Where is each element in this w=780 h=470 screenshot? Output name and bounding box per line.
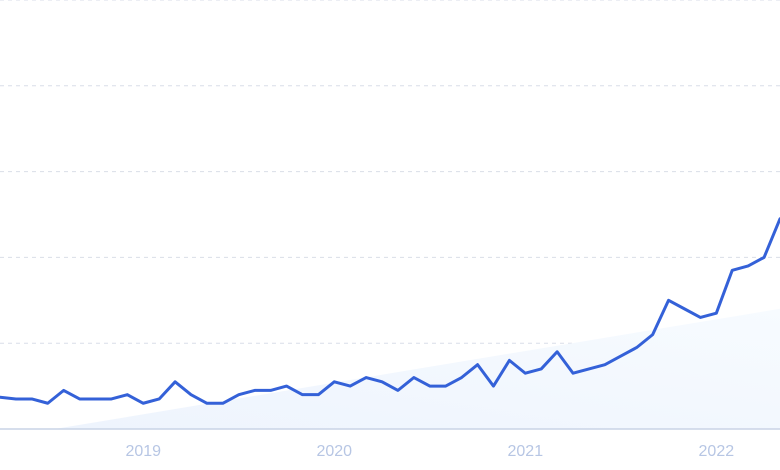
data-point (682, 307, 686, 311)
data-point (221, 401, 225, 405)
data-point (205, 401, 209, 405)
x-tick-labels: 2019 2020 2021 2022 (125, 443, 734, 460)
x-tick-label: 2020 (316, 443, 352, 460)
x-tick-label: 2022 (699, 443, 735, 460)
data-point (555, 350, 559, 354)
data-point (300, 393, 304, 397)
data-point (714, 311, 718, 315)
data-point (46, 401, 50, 405)
data-point (14, 397, 18, 401)
data-point (237, 393, 241, 397)
data-point (460, 376, 464, 380)
data-point (476, 363, 480, 367)
trend-area (54, 308, 780, 429)
data-point (364, 376, 368, 380)
data-point (125, 393, 129, 397)
data-point (380, 380, 384, 384)
data-point (571, 371, 575, 375)
data-point (157, 397, 161, 401)
data-point (507, 358, 511, 362)
data-point (396, 388, 400, 392)
series-line (0, 217, 780, 405)
data-point (253, 388, 257, 392)
data-point (762, 255, 766, 259)
data-point (173, 380, 177, 384)
data-point (746, 264, 750, 268)
data-point (30, 397, 34, 401)
data-point (587, 367, 591, 371)
data-point (491, 384, 495, 388)
data-point (316, 393, 320, 397)
data-point (651, 333, 655, 337)
data-point (189, 393, 193, 397)
data-point (603, 363, 607, 367)
data-point (667, 298, 671, 302)
data-point (698, 315, 702, 319)
data-point (285, 384, 289, 388)
data-point (428, 384, 432, 388)
data-point (62, 388, 66, 392)
data-point (78, 397, 82, 401)
data-point (619, 354, 623, 358)
trend-area-layer (54, 308, 780, 429)
data-point (332, 380, 336, 384)
data-point (141, 401, 145, 405)
data-point (730, 268, 734, 272)
data-point (635, 345, 639, 349)
data-point (269, 388, 273, 392)
data-point (539, 367, 543, 371)
data-point (412, 376, 416, 380)
data-point (348, 384, 352, 388)
data-point (109, 397, 113, 401)
data-point (523, 371, 527, 375)
x-tick-label: 2019 (125, 443, 161, 460)
data-point (94, 397, 98, 401)
x-tick-label: 2021 (508, 443, 544, 460)
series-layer (0, 217, 780, 405)
gridlines (0, 0, 780, 344)
data-point (444, 384, 448, 388)
